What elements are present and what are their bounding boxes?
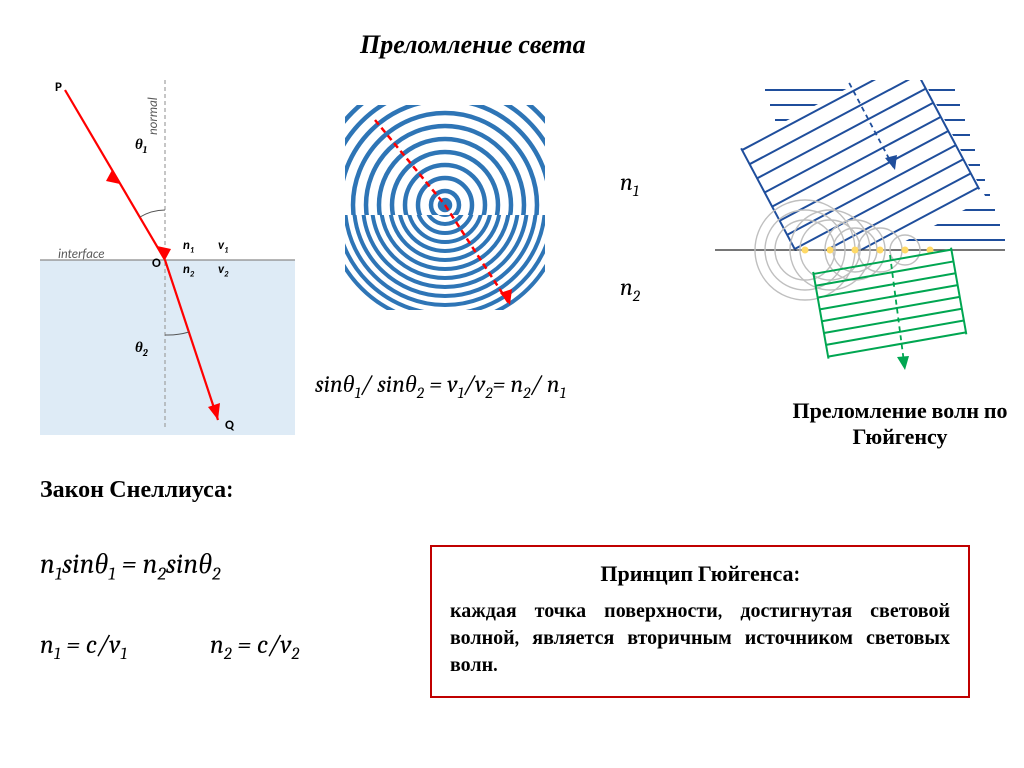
label-v2: v2 — [218, 262, 228, 280]
ripple-diagram — [345, 105, 545, 310]
label-P: P — [55, 80, 62, 95]
label-Q: Q — [225, 418, 234, 433]
label-ripple-n2: n2 — [620, 273, 640, 305]
huygens-box-title: Принцип Гюйгенса: — [450, 561, 950, 587]
huygens-caption: Преломление волн по Гюйгенсу — [785, 398, 1015, 450]
label-theta1: θ1 — [135, 135, 147, 156]
label-interface: interface — [58, 247, 104, 262]
huygens-box: Принцип Гюйгенса: каждая точка поверхнос… — [430, 545, 970, 698]
page-title: Преломление света — [360, 30, 586, 60]
label-normal: normal — [146, 97, 161, 135]
label-ripple-n1: n1 — [620, 168, 639, 200]
snell-eq-n1: n1 = c/v1 — [40, 630, 127, 664]
label-n2: n2 — [183, 262, 194, 280]
label-O: O — [152, 256, 161, 271]
snell-eq-main: n1sinθ1 = n2sinθ2 — [40, 548, 220, 585]
label-theta2: θ2 — [135, 338, 148, 359]
snell-eq-n2: n2 = c/v2 — [210, 630, 299, 664]
huygens-diagram — [705, 80, 1015, 380]
label-n1: n1 — [183, 238, 194, 256]
snell-heading: Закон Снеллиуса: — [40, 475, 233, 504]
huygens-box-body: каждая точка поверхности, достигнутая св… — [450, 597, 950, 678]
eq-ratio: sinθ1/ sinθ2 = v1/v2= n2/ n1 — [315, 370, 566, 402]
label-v1: v1 — [218, 238, 228, 256]
